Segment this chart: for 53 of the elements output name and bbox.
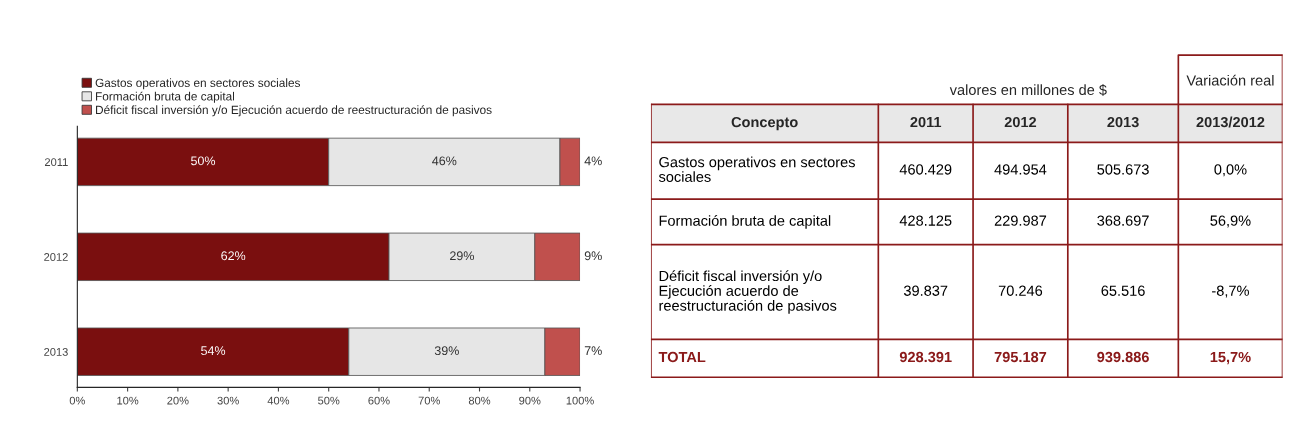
data-label: 29% xyxy=(450,251,474,261)
x-tick-label: 50% xyxy=(318,396,340,405)
category-label: TOTAL xyxy=(658,351,706,363)
text: 368.697 xyxy=(1097,215,1149,226)
data-label: 4% xyxy=(584,156,602,166)
text: -8,7% xyxy=(1212,285,1249,298)
legend-label: Formación bruta de capital xyxy=(96,91,235,103)
legend-label: Déficit fiscal inversión y/o Ejecución acuerdo de reestructuración de pasivos xyxy=(96,105,492,117)
text: 428.125 xyxy=(899,215,952,226)
text: 56,9% xyxy=(1210,215,1251,228)
legend-label: Gastos operativos en sectores sociales xyxy=(95,78,301,90)
data-label: 39% xyxy=(434,346,459,356)
text: 229.987 xyxy=(994,215,1047,226)
x-tick-label: 80% xyxy=(468,396,491,405)
y-tick-label: 2012 xyxy=(44,253,68,261)
category-label: 2013 xyxy=(1107,116,1139,128)
text: 39.837 xyxy=(903,285,948,296)
text: 70.246 xyxy=(998,285,1043,296)
text: 460.429 xyxy=(899,164,952,175)
x-tick-label: 90% xyxy=(519,396,541,405)
text: 65.516 xyxy=(1101,285,1145,296)
data-label: 54% xyxy=(201,346,226,356)
x-tick-label: 100% xyxy=(566,396,594,405)
data-label: 46% xyxy=(432,156,457,166)
x-tick-label: 40% xyxy=(267,396,290,405)
text: 795.187 xyxy=(994,351,1047,363)
text: 0,0% xyxy=(1214,164,1247,177)
data-label: 62% xyxy=(221,251,246,261)
category-label: 2013/2012 xyxy=(1196,116,1265,128)
category-label: 2011 xyxy=(910,116,942,128)
text: 505.673 xyxy=(1097,164,1149,175)
x-tick-label: 60% xyxy=(368,396,390,405)
text: 939.886 xyxy=(1097,351,1149,363)
category-label: Gastos operativos en sectores sociales xyxy=(658,156,855,182)
x-tick-label: 70% xyxy=(418,396,440,405)
category-label: 2012 xyxy=(1004,116,1037,128)
category-label: Déficit fiscal inversión y/o Ejecución acuerdo de reestructuración de pasivos xyxy=(659,270,837,314)
text: 494.954 xyxy=(994,164,1047,175)
x-tick-label: 0% xyxy=(69,396,85,405)
y-tick-label: 2011 xyxy=(44,158,68,167)
data-label: 50% xyxy=(191,156,216,166)
data-label: 7% xyxy=(584,346,602,356)
text: Variación real xyxy=(1186,74,1274,86)
text: 15,7% xyxy=(1210,351,1251,365)
x-tick-label: 30% xyxy=(217,396,239,405)
category-label: Formación bruta de capital xyxy=(659,214,831,229)
text: valores en millones de $ xyxy=(949,84,1107,96)
x-tick-label: 10% xyxy=(117,396,139,405)
y-tick-label: 2013 xyxy=(44,347,68,356)
text: 928.391 xyxy=(899,351,952,363)
x-tick-label: 20% xyxy=(167,396,189,405)
category-label: Concepto xyxy=(731,116,798,131)
data-label: 9% xyxy=(584,251,602,261)
